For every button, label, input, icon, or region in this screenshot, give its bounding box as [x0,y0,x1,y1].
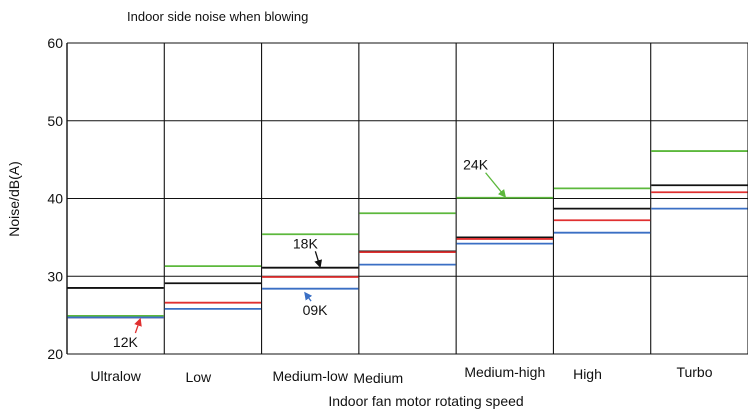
x-category-label: Medium-low [272,368,348,384]
y-tick-label: 40 [47,191,63,207]
series-18K [67,184,748,289]
annotation-label: 24K [463,157,489,173]
y-tick-label: 20 [47,346,63,362]
annotation-label: 12K [113,334,139,350]
x-category-label: Medium-high [464,364,545,380]
y-tick-label: 30 [47,268,63,284]
x-category-label: High [573,366,602,382]
series-layer [67,150,748,319]
annotation-label: 18K [293,235,319,251]
x-category-label: Low [185,369,212,385]
chart-title: Indoor side noise when blowing [127,9,308,24]
annotation-arrow [304,291,313,302]
x-category-label: Ultralow [90,368,141,384]
x-axis-label: Indoor fan motor rotating speed [328,393,523,409]
series-12K [67,191,748,319]
series-09K [67,207,748,319]
y-ticks: 20 30 40 50 60 [47,35,63,362]
annotation-arrow [314,251,322,269]
annotation-layer: 24K 18K 12K 09K [113,157,507,350]
grid [66,42,748,355]
annotation-24K: 24K [463,157,507,198]
x-categories: Ultralow Low Medium-low Medium Medium-high Hi… [90,364,712,386]
x-category-label: Medium [353,370,403,386]
x-category-label: Turbo [676,364,712,380]
annotation-label: 09K [303,302,329,318]
series-24K [67,150,748,317]
annotation-18K: 18K [293,235,322,269]
y-axis-label: Noise/dB(A) [6,161,22,236]
annotation-arrow [134,317,142,334]
y-tick-label: 60 [47,35,63,51]
y-tick-label: 50 [47,113,63,129]
annotation-09K: 09K [303,291,329,318]
annotation-12K: 12K [113,317,142,350]
annotation-arrow [485,172,507,198]
